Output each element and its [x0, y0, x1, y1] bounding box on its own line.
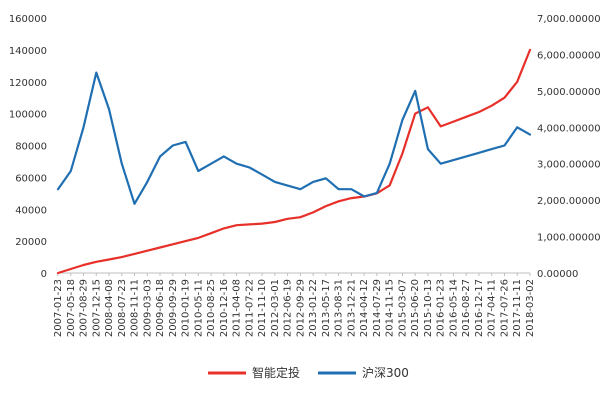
- x-axis-tick-label: 2015-06-20: [410, 279, 421, 337]
- x-axis: 2007-01-23 2007-05-18 2007-08-29 2007-12-15…: [53, 273, 536, 337]
- x-axis-tick-label: 2015-03-07: [397, 279, 408, 337]
- x-axis-tick-label: 2017-04-11: [487, 279, 498, 337]
- x-axis-tick-label: 2010-08-25: [206, 279, 217, 337]
- left-axis-tick-label: 60000: [15, 173, 47, 184]
- x-axis-tick-label: 2014-11-15: [385, 279, 396, 337]
- x-axis-tick-label: 2013-05-17: [321, 279, 332, 337]
- x-axis-tick-label: 2010-12-16: [219, 279, 230, 337]
- x-axis-tick-label: 2017-07-26: [499, 279, 510, 337]
- legend-label-csi300: 沪深300: [362, 366, 409, 380]
- x-axis-tick-label: 2016-01-23: [436, 279, 447, 337]
- x-axis-tick-label: 2012-03-01: [270, 279, 281, 337]
- left-axis-tick-label: 100000: [9, 110, 47, 121]
- x-axis-tick-label: 2010-01-19: [181, 279, 192, 337]
- right-axis-tick-label: 7,000.00000: [537, 14, 600, 25]
- x-axis-tick-label: 2007-08-29: [79, 279, 90, 337]
- x-axis-tick-label: 2007-12-15: [91, 279, 102, 337]
- x-axis-tick-label: 2016-05-14: [448, 279, 459, 337]
- x-axis-tick-label: 2009-06-18: [155, 279, 166, 337]
- x-axis-tick-label: 2011-07-22: [244, 279, 255, 337]
- left-axis-tick-label: 0: [41, 269, 47, 280]
- right-axis-tick-label: 4,000.00000: [537, 123, 600, 134]
- left-y-axis: 0 20000 40000 60000 80000 100000 120000 140000 1…: [9, 14, 47, 280]
- x-axis-tick-label: 2012-06-19: [283, 279, 294, 337]
- left-axis-tick-label: 80000: [15, 142, 47, 153]
- x-axis-tick-label: 2007-01-23: [53, 279, 64, 337]
- x-axis-tick-label: 2011-11-10: [257, 279, 268, 337]
- left-axis-tick-label: 140000: [9, 46, 47, 57]
- series-line-csi300: [56, 71, 532, 205]
- series-line-smart-dca: [56, 48, 532, 275]
- x-axis-tick-label: 2015-10-13: [423, 279, 434, 337]
- legend: 智能定投 沪深300: [208, 365, 409, 380]
- left-axis-tick-label: 40000: [15, 205, 47, 216]
- x-axis-tick-label: 2012-09-29: [295, 279, 306, 337]
- x-axis-tick-label: 2007-05-18: [66, 279, 77, 337]
- x-axis-tick-label: 2013-08-31: [334, 279, 345, 337]
- x-axis-tick-label: 2014-04-12: [359, 279, 370, 337]
- x-axis-tick-label: 2016-12-17: [474, 279, 485, 337]
- x-axis-tick-label: 2008-04-08: [104, 279, 115, 337]
- left-axis-tick-label: 160000: [9, 14, 47, 25]
- right-axis-tick-label: 3,000.00000: [537, 160, 600, 171]
- series-layer: [56, 48, 532, 275]
- left-axis-tick-label: 120000: [9, 78, 47, 89]
- x-axis-tick-label: 2009-09-29: [168, 279, 179, 337]
- right-axis-tick-label: 5,000.00000: [537, 87, 600, 98]
- x-axis-tick-label: 2014-07-29: [372, 279, 383, 337]
- x-axis-tick-label: 2010-05-11: [193, 279, 204, 337]
- right-axis-tick-label: 0.00000: [537, 269, 578, 280]
- right-axis-tick-label: 6,000.00000: [537, 50, 600, 61]
- x-axis-tick-label: 2013-01-22: [308, 279, 319, 337]
- x-axis-tick-label: 2016-08-27: [461, 279, 472, 337]
- x-axis-tick-label: 2008-07-23: [117, 279, 128, 337]
- right-axis-tick-label: 2,000.00000: [537, 196, 600, 207]
- x-axis-tick-label: 2013-12-21: [346, 279, 357, 337]
- x-axis-tick-label: 2009-03-03: [142, 279, 153, 337]
- x-axis-tick-label: 2008-11-11: [130, 279, 141, 337]
- x-axis-tick-label: 2011-04-08: [232, 279, 243, 337]
- legend-label-smart-dca: 智能定投: [252, 365, 300, 380]
- right-axis-tick-label: 1,000.00000: [537, 233, 600, 244]
- x-axis-tick-label: 2017-11-11: [512, 279, 523, 337]
- left-axis-tick-label: 20000: [15, 237, 47, 248]
- x-axis-tick-label: 2018-03-02: [525, 279, 536, 337]
- right-y-axis: 0.00000 1,000.00000 2,000.00000 3,000.00000…: [537, 14, 600, 280]
